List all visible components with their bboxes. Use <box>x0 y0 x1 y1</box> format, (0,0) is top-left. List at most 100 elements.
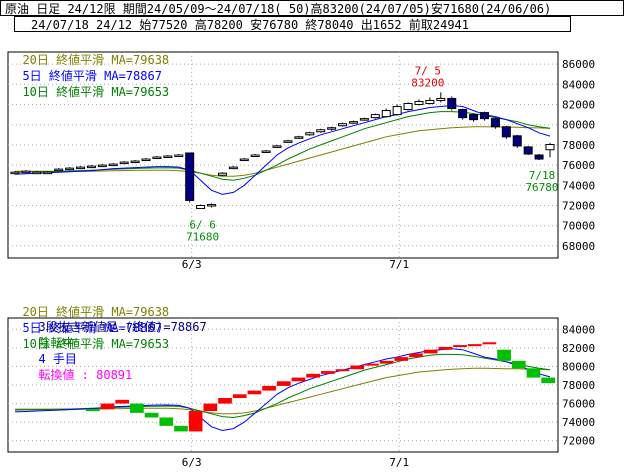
tlb-brick <box>203 403 218 411</box>
top-xtick-label: 7/1 <box>389 258 409 271</box>
tlb-brick <box>526 368 541 378</box>
candle-body <box>261 150 271 153</box>
candle-body <box>217 172 227 176</box>
last-value-label: 76780 <box>525 181 558 194</box>
tlb-brick <box>115 399 130 404</box>
candle-body <box>163 155 173 159</box>
bottom-ytick-label: 80000 <box>562 360 595 373</box>
legend-ma20-label-bottom: 20日 終値平滑 MA=79638 <box>22 305 170 319</box>
candle-body <box>130 160 140 164</box>
candle-body <box>316 129 326 133</box>
candle-body <box>414 100 424 106</box>
tlb-brick <box>379 360 394 364</box>
bottom-xtick-label: 6/3 <box>182 456 202 469</box>
header-line2: 24/07/18 24/12 始77520 高78200 安76780 終780… <box>14 16 571 32</box>
candle-body <box>32 171 42 175</box>
legend-ma20-top: 20日 終値平滑 MA=79638 5日 終値平滑 MA=78867 10日 終… <box>8 36 169 99</box>
bottom-ytick-label: 76000 <box>562 398 595 411</box>
tlb-brick <box>291 377 306 382</box>
tlb-brick <box>144 412 159 418</box>
candle-body <box>545 143 555 151</box>
tlb-brick <box>541 377 555 384</box>
last-date-label: 7/18 <box>529 169 556 182</box>
tlb-brick <box>232 394 247 398</box>
tlb-brick <box>159 417 174 426</box>
candle-body <box>119 161 129 165</box>
tlb-brick <box>365 363 379 366</box>
tlb-brick <box>100 403 115 410</box>
top-ma5-line <box>14 104 551 195</box>
sanbon-state: 陰転中 <box>38 336 75 350</box>
candle-body <box>403 102 413 111</box>
candle-body <box>359 118 369 121</box>
bottom-ma5-line <box>14 348 551 432</box>
candle-body <box>348 121 358 124</box>
legend-ma5-label: 5日 終値平滑 MA=78867 <box>22 69 162 83</box>
tlb-brick <box>394 357 409 361</box>
tlb-brick <box>86 409 100 412</box>
candle-body <box>425 99 435 104</box>
candle-body <box>370 114 380 119</box>
tlb-brick <box>350 365 365 370</box>
bottom-ytick-label: 84000 <box>562 323 595 336</box>
bottom-ytick-label: 78000 <box>562 379 595 392</box>
candle-body <box>207 203 217 207</box>
candle-body <box>338 123 348 127</box>
candle-body <box>152 156 162 160</box>
tlb-brick <box>218 398 232 404</box>
candle-body <box>250 154 260 157</box>
tlb-brick <box>453 345 467 348</box>
candle-body <box>469 114 479 121</box>
high-value-label: 83200 <box>411 76 444 89</box>
legend-ma10-label: 10日 終値平滑 MA=79653 <box>22 85 170 99</box>
candle-body <box>436 97 446 101</box>
legend-bottom-sanbon: 3段抜き新値足 (終値)=78867 陰転中 4 手目 転換値 : 80891 <box>24 303 206 382</box>
candle-body <box>21 170 31 174</box>
sanbon-prefix: 3段抜き新値足 (終値)=78867 <box>38 320 207 334</box>
candle-body <box>283 140 293 143</box>
high-date-label: 7/ 5 <box>415 64 442 77</box>
top-ytick-label: 68000 <box>562 240 595 253</box>
candle-body <box>10 171 20 175</box>
header-line1: 原油 日足 24/12限 期間24/05/09～24/07/18( 50)高83… <box>0 0 624 16</box>
candle-body <box>228 166 238 170</box>
candle-body <box>272 145 282 148</box>
tlb-brick <box>482 342 497 345</box>
candle-body <box>141 158 151 162</box>
top-ytick-label: 80000 <box>562 119 595 132</box>
candle-body <box>512 135 522 147</box>
low-date-label: 6/ 6 <box>189 219 216 232</box>
tlb-brick <box>276 381 291 386</box>
candle-body <box>523 146 533 155</box>
tlb-brick <box>467 344 482 347</box>
tlb-brick <box>511 360 526 369</box>
tlb-brick <box>409 353 423 358</box>
top-plot-frame <box>7 51 559 259</box>
tlb-brick <box>247 390 262 395</box>
candle-body <box>86 165 96 169</box>
candle-body <box>174 154 184 157</box>
top-ytick-label: 84000 <box>562 78 595 91</box>
candle-body <box>108 163 118 167</box>
candle-body <box>534 154 544 160</box>
top-ytick-label: 70000 <box>562 220 595 233</box>
tlb-brick <box>497 349 511 361</box>
top-ytick-label: 74000 <box>562 179 595 192</box>
tlb-brick <box>188 411 203 432</box>
top-ytick-label: 78000 <box>562 139 595 152</box>
candle-body <box>97 164 107 168</box>
candle-body <box>501 126 511 138</box>
top-xtick-label: 6/3 <box>182 258 202 271</box>
candle-body <box>479 112 489 120</box>
candle-body <box>65 167 75 171</box>
top-ytick-label: 76000 <box>562 159 595 172</box>
candle-body <box>185 152 195 201</box>
candle-body <box>327 127 337 130</box>
candle-body <box>196 205 206 210</box>
tlb-brick <box>130 403 144 413</box>
candle-body <box>43 171 53 175</box>
candle-body <box>458 109 468 119</box>
candle-body <box>294 136 304 139</box>
candle-body <box>392 106 402 116</box>
